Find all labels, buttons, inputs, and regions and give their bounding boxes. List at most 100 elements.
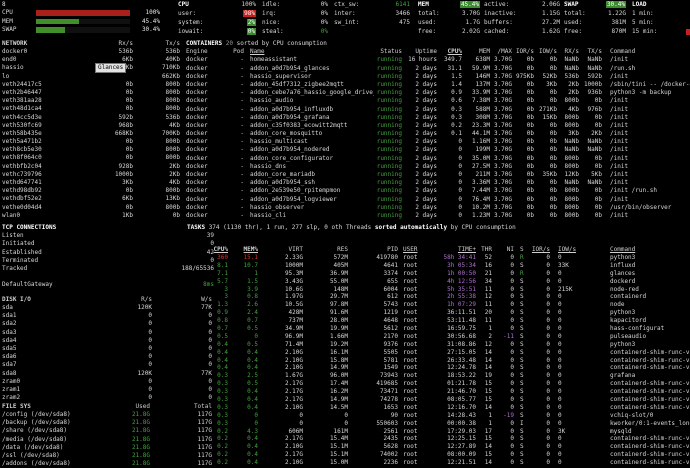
diskio-r: 0 [148,361,152,369]
container-max: 3.70G [493,211,512,219]
containers-col-cmd[interactable]: Command [610,48,636,56]
containers-col-iow[interactable]: IOW/s [538,48,557,56]
v: 0% [320,1,328,8]
tasks-col-pid[interactable]: PID [387,246,398,253]
containers-col-engine[interactable]: Engine [186,48,208,56]
process-pid: 4648 [383,317,398,325]
filesys-col-name[interactable]: FILE SYS [2,403,31,410]
diskio-row: sda8 120K 77K [2,370,212,378]
process-ior: 0 [546,403,550,411]
tasks-col-thr[interactable]: THR [481,246,492,253]
process-time: 12:21.51 [447,459,476,467]
process-res: 15.1M [329,443,348,451]
process-mem: 0.4 [247,348,258,356]
containers-col-status[interactable]: Status [380,48,402,56]
containers-col-ior[interactable]: IOR/s [515,48,534,56]
filesys-used: 21.8G [131,451,150,459]
network-rx: 0b [125,146,133,154]
process-row: 3 3.9 10.6G 148M 6004 root 5h 35:51 11 0 S 0 215K no… [200,286,690,294]
process-cmd: python3 [610,309,636,317]
containers-col-pod[interactable]: Pod [233,48,244,56]
network-name: veth381aa28 [2,97,42,105]
filesys-name: /media (/dev/sda8) [2,435,68,443]
process-ior: 0 [546,388,550,396]
tasks-col-time[interactable]: TIME+ [457,246,476,253]
tasks-col-ior[interactable]: IOR/s [531,246,550,253]
process-mem: 0.4 [247,356,258,364]
container-row: docker - addon_a0d7b954_influxdb running 2 d… [186,106,690,114]
network-col-rx[interactable]: Rx/s [118,40,133,47]
filesys-col-total[interactable]: Total [193,403,212,410]
process-pid: 550603 [376,419,398,427]
container-status: running [376,179,402,187]
containers-col-cpu[interactable]: CPU% [447,48,462,56]
diskio-col-w[interactable]: W/s [201,296,212,303]
diskio-col-name[interactable]: DISK I/O [2,296,31,303]
containers-col-max[interactable]: /MAX [497,48,512,56]
process-s: S [520,396,524,404]
network-col-tx[interactable]: Tx/s [165,40,180,47]
network-name: veth530fc69 [2,121,42,129]
quicklook-row: CPU 100% [2,9,160,18]
process-iow: 0 [558,277,562,285]
network-name: lo [2,72,10,80]
tasks-col-cpu[interactable]: CPU% [213,246,228,253]
tasks-col-iow[interactable]: IOW/s [558,246,577,253]
process-thr: 14 [484,459,492,467]
container-cmd: /init [610,97,629,105]
containers-col-rx[interactable]: RX/s [564,48,579,56]
network-rx: 0b [125,203,133,211]
cpu-stat-row: CPU 100% [178,1,256,10]
diskio-name: sda8 [2,369,17,377]
container-max: 3.70G [493,130,512,138]
container-uptime: 2 days [415,80,437,88]
process-pid: 1219 [383,309,398,317]
containers-col-tx[interactable]: TX/s [587,48,602,56]
container-iow: 0b [549,146,557,154]
container-ior: 0b [526,146,534,154]
containers-col-mem[interactable]: MEM [479,48,490,56]
containers-col-name[interactable]: Name [250,48,265,56]
container-row: docker - addon_a0d7b954_glances running 2 da… [186,65,690,73]
tasks-col-virt[interactable]: VIRT [288,246,303,253]
process-pid: 90 [390,411,398,419]
container-engine: docker [186,179,208,187]
process-time: 30:56.68 [447,332,476,340]
network-name: veth8f064c0 [2,154,42,162]
container-pod: - [240,138,244,146]
container-cpu: 0 [458,179,462,187]
containers-col-uptime[interactable]: Uptime [415,48,437,56]
diskio-w: 0 [208,336,212,344]
tasks-col-s[interactable]: S [520,246,524,253]
cpu-stat-row: steal: 0% [262,28,328,37]
container-cmd: /init [610,138,629,146]
container-rx: 12Kb [564,171,579,178]
tasks-col-cmd[interactable]: Command [610,246,636,253]
process-ior: 0 [546,380,550,388]
network-name: hassio [2,64,24,72]
cpu-bar-label: CPU [2,9,13,16]
container-engine: docker [186,171,208,178]
cpu-stat-row: idle: 0% [262,1,328,10]
filesys-col-used[interactable]: Used [135,403,150,410]
process-thr: 2 [488,332,492,340]
process-time: 36:11.51 [447,309,476,317]
network-col-name[interactable]: NETWORK [2,40,28,47]
container-status: running [376,121,402,129]
tasks-col-user[interactable]: USER [403,246,418,253]
container-row: docker - addon_45df7312_zigbee2mqtt running… [186,81,690,89]
process-mem: 0.4 [247,403,258,411]
process-time: 01:21.78 [447,380,476,388]
tasks-col-mem[interactable]: MEM% [243,246,258,253]
container-pod: - [240,105,244,113]
network-tx: 800b [165,146,180,154]
process-s: S [520,317,524,325]
tasks-col-res[interactable]: RES [337,246,348,253]
container-tx: 2Kb [591,130,602,138]
mem-stat-row: used: 1.7G [418,19,480,28]
process-ior: 0 [546,419,550,427]
diskio-col-r[interactable]: R/s [141,296,152,303]
tasks-col-ni[interactable]: NI [506,246,514,253]
quicklook-row: SWAP 30.4% [2,26,160,35]
process-cpu: 8.1 [217,261,228,269]
